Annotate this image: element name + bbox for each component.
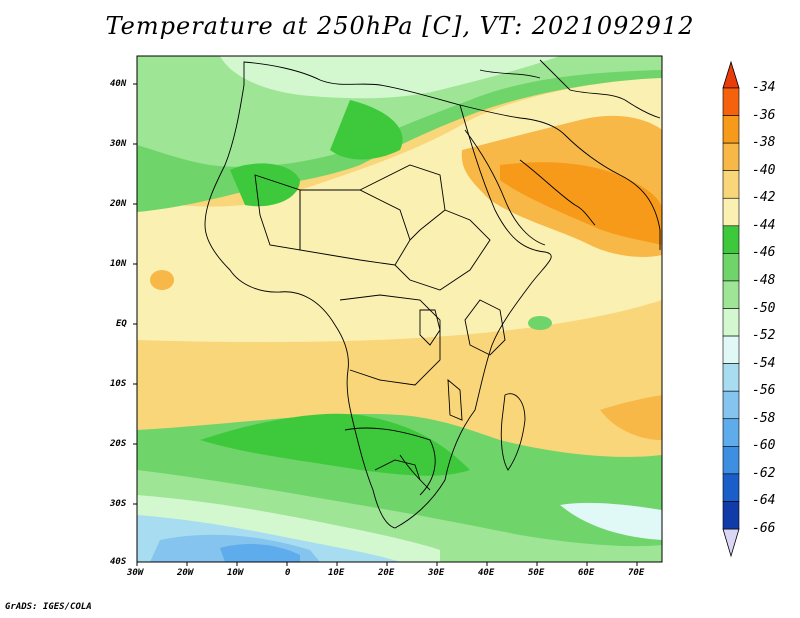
colorbar-swatch — [722, 87, 740, 116]
colorbar-swatch — [722, 142, 740, 171]
colorbar-label: -42 — [752, 190, 776, 206]
colorbar-swatch — [722, 280, 740, 309]
colorbar-label: -46 — [752, 245, 776, 261]
colorbar-swatch — [722, 225, 740, 254]
lat-label: 40N — [110, 79, 127, 89]
colorbar-swatch — [722, 253, 740, 282]
colorbar-label: -60 — [752, 438, 776, 454]
colorbar-swatch — [722, 473, 740, 502]
lat-label: 40S — [110, 557, 127, 567]
colorbar-top-arrow — [722, 60, 740, 89]
colorbar-label: -56 — [752, 383, 776, 399]
colorbar-label: -50 — [752, 300, 776, 316]
colorbar-label: -48 — [752, 272, 776, 288]
coastlines — [204, 59, 661, 529]
lon-label: 20E — [378, 568, 395, 578]
colorbar-label: -52 — [752, 328, 776, 344]
lon-label: 10W — [227, 568, 244, 578]
lon-label: 30E — [428, 568, 445, 578]
colorbar-label: -38 — [752, 135, 776, 151]
colorbar-label: -64 — [752, 493, 776, 509]
lon-label: 50E — [528, 568, 545, 578]
colorbar-swatch — [722, 197, 740, 227]
lon-label: 20W — [177, 568, 194, 578]
lon-label: 10E — [328, 568, 345, 578]
lat-label: 20S — [110, 439, 127, 449]
colorbar-label: -40 — [752, 162, 776, 178]
colorbar-swatch — [722, 418, 740, 447]
colorbar-swatch — [722, 363, 740, 392]
lon-label: 60E — [578, 568, 595, 578]
colorbar-label: -34 — [752, 80, 776, 95]
lon-label: 40E — [478, 568, 495, 578]
lat-label: 10S — [110, 379, 127, 389]
colorbar-label: -36 — [752, 107, 776, 123]
lat-label: 20N — [110, 199, 127, 209]
colorbar-swatch — [722, 170, 740, 199]
lon-label: 70E — [628, 568, 645, 578]
colorbar-label: -54 — [752, 355, 776, 371]
lon-label: 0 — [285, 568, 291, 578]
lat-label: 30N — [110, 139, 127, 149]
colorbar-label: -62 — [752, 465, 776, 481]
colorbar-label: -58 — [752, 410, 776, 426]
colorbar-swatch — [722, 390, 740, 420]
colorbar — [722, 60, 740, 558]
credit-text: GrADS: IGES/COLA — [5, 602, 92, 612]
colorbar-swatch — [722, 501, 740, 530]
temperature-field — [137, 56, 662, 562]
lat-label: 30S — [110, 499, 127, 509]
colorbar-label: -66 — [752, 521, 776, 536]
colorbar-swatch — [722, 115, 740, 144]
colorbar-swatch — [722, 335, 740, 364]
lon-label: 30W — [127, 568, 144, 578]
colorbar-swatch — [722, 308, 740, 337]
colorbar-bottom-arrow — [722, 528, 740, 558]
lat-label: EQ — [116, 319, 127, 329]
colorbar-swatch — [722, 446, 740, 475]
axis-ticks — [133, 83, 638, 566]
map-title: Temperature at 250hPa [C], VT: 202109291… — [105, 12, 695, 40]
colorbar-label: -44 — [752, 217, 776, 233]
plot-frame — [136, 55, 663, 563]
lat-label: 10N — [110, 259, 127, 269]
